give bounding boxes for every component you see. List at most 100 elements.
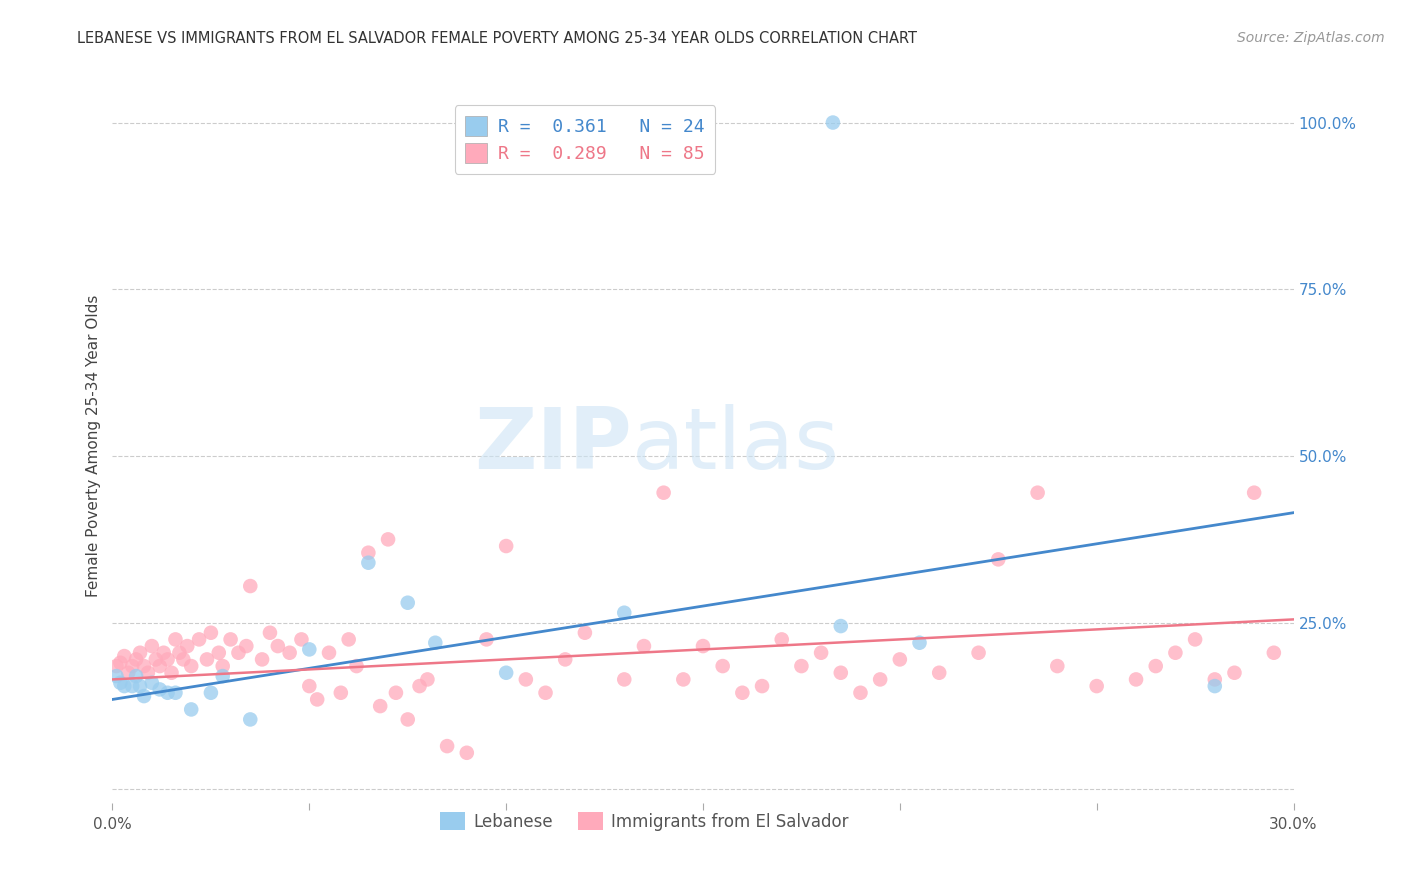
Point (298, 679, 321, 693)
Point (357, 546, 380, 560)
Point (121, 679, 143, 693)
Point (967, 646, 990, 660)
Point (475, 632, 498, 647)
Point (810, 646, 832, 660)
Point (869, 673, 891, 687)
Point (357, 556, 380, 570)
Point (165, 686, 187, 700)
Point (1144, 659, 1167, 673)
Point (129, 679, 152, 693)
Point (180, 659, 202, 673)
Point (156, 652, 179, 666)
Point (1243, 485, 1265, 500)
Point (105, 669, 128, 683)
Point (1223, 665, 1246, 680)
Point (554, 652, 576, 666)
Point (425, 636, 447, 650)
Point (1184, 632, 1206, 647)
Point (534, 686, 557, 700)
Point (515, 673, 537, 687)
Point (195, 652, 218, 666)
Point (169, 646, 191, 660)
Point (1125, 673, 1147, 687)
Point (1085, 679, 1108, 693)
Point (672, 673, 695, 687)
Point (290, 632, 312, 647)
Point (141, 675, 163, 690)
Point (987, 552, 1010, 566)
Point (278, 646, 301, 660)
Point (141, 639, 163, 653)
Point (396, 596, 419, 610)
Point (188, 632, 211, 647)
Point (456, 746, 478, 760)
Point (211, 669, 233, 683)
Point (145, 652, 167, 666)
Point (751, 679, 773, 693)
Point (129, 646, 152, 660)
Point (1026, 485, 1049, 500)
Point (211, 659, 233, 673)
Point (239, 713, 262, 727)
Point (307, 692, 329, 706)
Point (125, 669, 148, 683)
Y-axis label: Female Poverty Among 25-34 Year Olds: Female Poverty Among 25-34 Year Olds (86, 295, 101, 597)
Point (849, 686, 872, 700)
Point (160, 665, 183, 680)
Text: ZIP: ZIP (474, 404, 633, 488)
Point (156, 686, 179, 700)
Point (337, 632, 360, 647)
Point (652, 485, 675, 500)
Point (259, 625, 281, 640)
Point (408, 679, 430, 693)
Point (495, 665, 517, 680)
Point (105, 659, 128, 673)
Point (110, 656, 132, 670)
Point (219, 632, 242, 647)
Point (121, 659, 143, 673)
Point (770, 632, 793, 647)
Point (200, 625, 222, 640)
Point (1204, 679, 1226, 693)
Point (149, 659, 172, 673)
Point (613, 673, 636, 687)
Point (1046, 659, 1069, 673)
Point (117, 665, 139, 680)
Point (208, 646, 231, 660)
Point (132, 659, 155, 673)
Point (136, 665, 159, 680)
Point (711, 659, 734, 673)
Point (1204, 673, 1226, 687)
Point (495, 539, 517, 553)
Point (298, 642, 321, 657)
Point (385, 686, 408, 700)
Text: Source: ZipAtlas.com: Source: ZipAtlas.com (1237, 31, 1385, 45)
Point (329, 686, 352, 700)
Point (416, 673, 439, 687)
Text: atlas: atlas (633, 404, 841, 488)
Point (176, 639, 198, 653)
Point (1164, 646, 1187, 660)
Point (112, 649, 135, 664)
Point (110, 675, 132, 690)
Point (149, 682, 172, 697)
Point (613, 606, 636, 620)
Point (267, 639, 290, 653)
Point (132, 689, 155, 703)
Point (889, 652, 911, 666)
Point (692, 639, 714, 653)
Point (830, 665, 852, 680)
Text: LEBANESE VS IMMIGRANTS FROM EL SALVADOR FEMALE POVERTY AMONG 25-34 YEAR OLDS COR: LEBANESE VS IMMIGRANTS FROM EL SALVADOR … (77, 31, 917, 46)
Point (235, 639, 257, 653)
Point (346, 659, 368, 673)
Point (112, 679, 135, 693)
Point (172, 652, 194, 666)
Point (377, 533, 399, 547)
Point (633, 639, 655, 653)
Point (318, 646, 340, 660)
Point (396, 713, 419, 727)
Point (239, 579, 262, 593)
Point (368, 699, 391, 714)
Point (180, 702, 202, 716)
Point (165, 632, 187, 647)
